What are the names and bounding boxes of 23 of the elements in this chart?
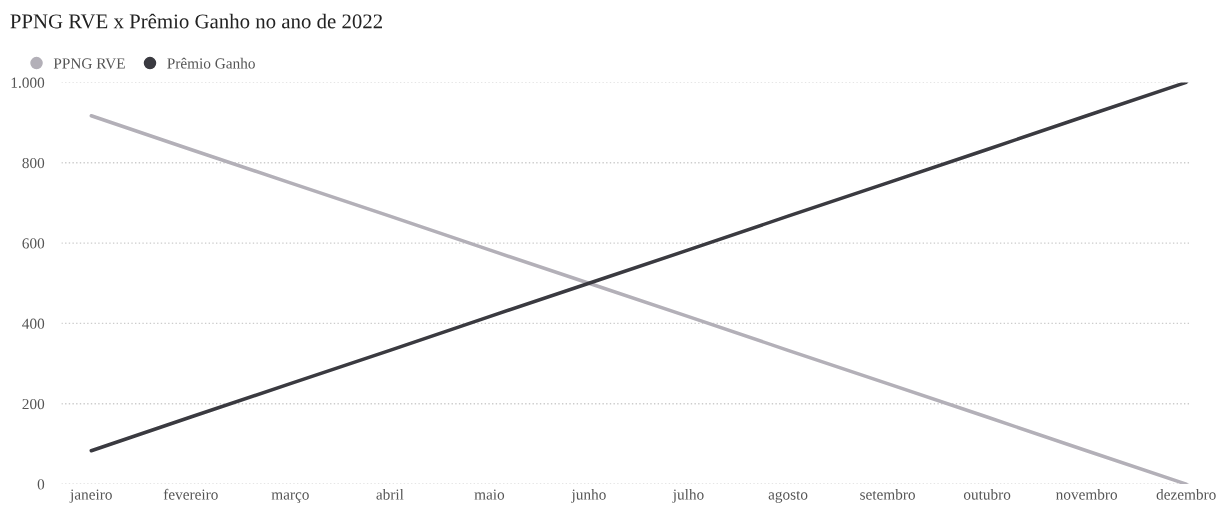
y-tick-label: 200 [22,398,45,410]
x-tick-label: maio [474,489,505,500]
chart-title: PPNG RVE x Prêmio Ganho no ano de 2022 [10,13,382,29]
y-tick-label: 800 [22,157,45,169]
y-tick-label: 1.000 [11,77,45,88]
legend-label: Prêmio Ganho [167,57,255,69]
x-tick-label: abril [376,488,404,500]
x-tick-label: março [271,492,309,503]
x-tick-label: agosto [768,490,808,503]
line-series [89,82,1188,453]
x-tick-label: dezembro [1156,488,1216,500]
x-tick-label: janeiro [69,489,112,503]
x-tick-label: novembro [1056,488,1118,500]
y-tick-label: 600 [22,238,45,249]
x-tick-label: junho [571,488,606,503]
line-series [89,114,1188,485]
x-tick-label: julho [672,488,704,503]
y-tick-label: 0 [37,479,45,490]
x-tick-label: setembro [860,488,915,500]
y-tick-label: 400 [22,318,45,329]
x-tick-label: outubro [963,488,1011,500]
x-tick-label: fevereiro [163,488,218,500]
legend-label: PPNG RVE [53,58,125,69]
